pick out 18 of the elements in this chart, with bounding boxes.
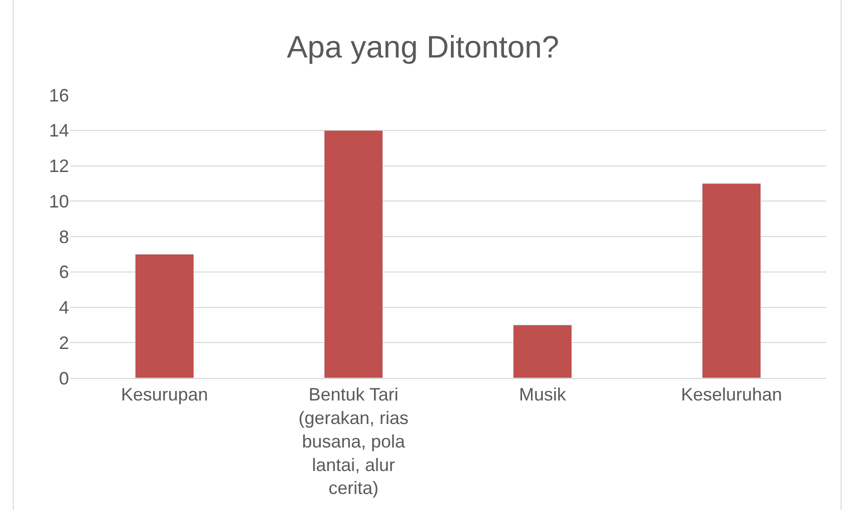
y-tick-label: 2 [58, 332, 69, 353]
bar [134, 254, 194, 378]
bar [512, 324, 572, 378]
x-tick-label: Keseluruhan [680, 384, 782, 405]
y-tick-label: 6 [58, 262, 69, 282]
bar [324, 130, 384, 378]
chart-title: Apa yang Ditonton? [286, 29, 560, 64]
y-tick-label: 12 [48, 156, 69, 176]
y-tick-label: 8 [58, 226, 69, 247]
bar [702, 183, 762, 378]
y-tick-label: 10 [48, 191, 69, 212]
x-tick-label: Musik [518, 384, 567, 405]
y-tick-label: 14 [48, 120, 69, 141]
y-tick-label: 0 [58, 368, 69, 388]
x-tick-label: Bentuk Tari (gerakan, rias busana, pola lantai, alur cerita) [298, 384, 409, 498]
y-tick-label: 16 [48, 85, 69, 106]
x-tick-label: Kesurupan [120, 384, 208, 405]
y-tick-label: 4 [58, 298, 69, 318]
